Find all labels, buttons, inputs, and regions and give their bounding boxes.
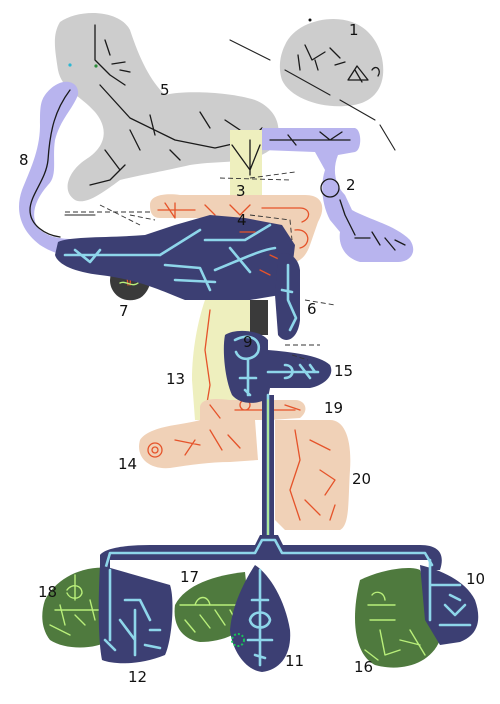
region-12-navy-area (98, 565, 173, 664)
number-labels: 1 2 3 4 5 6 7 8 9 10 11 12 13 14 15 16 1… (19, 21, 485, 686)
region-10-navy-area (420, 558, 479, 645)
label-8: 8 (19, 151, 29, 169)
label-13: 13 (166, 370, 185, 388)
region-16-green-area (355, 568, 440, 668)
region-main-navy-block (55, 214, 295, 300)
region-18-green-area (42, 567, 111, 648)
label-14: 14 (118, 455, 137, 473)
label-16: 16 (354, 658, 373, 676)
label-6: 6 (307, 300, 317, 318)
region-9-dark-connector (250, 300, 268, 335)
region-14-peach-area (139, 420, 258, 469)
label-20: 20 (352, 470, 371, 488)
label-11: 11 (285, 652, 304, 670)
region-15-navy-block (223, 330, 332, 403)
label-1: 1 (349, 21, 359, 39)
region-6-navy-strip (275, 253, 300, 340)
label-4: 4 (237, 211, 247, 229)
region-11-navy-area (230, 565, 291, 672)
annotation-lines (64, 39, 396, 361)
label-10: 10 (466, 570, 485, 588)
trunk-navy-corridor (262, 393, 274, 547)
region-3-yellow-area (230, 130, 262, 205)
distributor-navy-corridor (100, 535, 442, 575)
label-19: 19 (324, 399, 343, 417)
region-20-peach-area (275, 420, 351, 530)
region-8-violet-corridor (19, 81, 100, 257)
label-3: 3 (236, 182, 246, 200)
label-9: 9 (243, 333, 253, 351)
label-18: 18 (38, 583, 57, 601)
region-2-violet-corridor (262, 128, 414, 262)
label-7: 7 (119, 302, 129, 320)
label-15: 15 (334, 362, 353, 380)
region-1-gray-area (279, 18, 384, 107)
label-12: 12 (128, 668, 147, 686)
label-2: 2 (346, 176, 356, 194)
label-5: 5 (160, 81, 170, 99)
region-5-gray-area (54, 12, 279, 202)
label-17: 17 (180, 568, 199, 586)
